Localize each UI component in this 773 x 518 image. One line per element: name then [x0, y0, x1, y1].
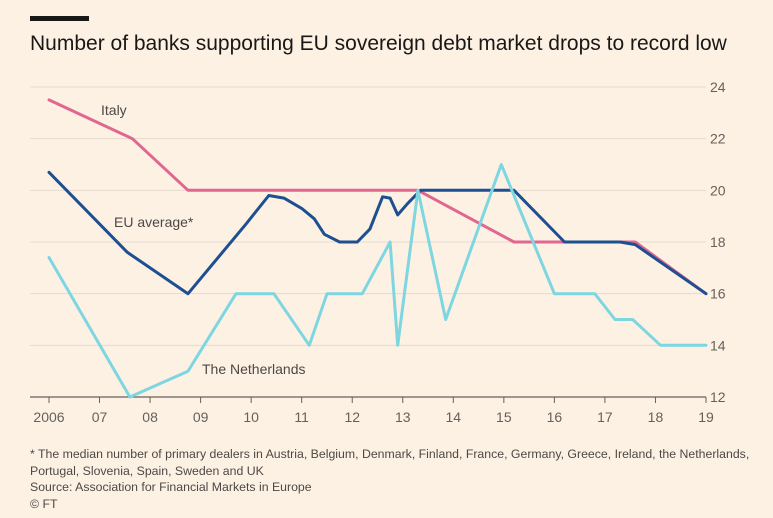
x-tick-label: 10 — [243, 409, 259, 425]
brand-bar — [30, 16, 89, 21]
y-tick-label: 18 — [710, 234, 726, 250]
x-tick-label: 2006 — [33, 409, 64, 425]
footnote-line-1: * The median number of primary dealers i… — [30, 447, 750, 461]
x-tick-label: 08 — [142, 409, 158, 425]
footer: * The median number of primary dealers i… — [30, 446, 760, 512]
x-tick-label: 17 — [597, 409, 613, 425]
series-label-eu-average: EU average* — [114, 214, 194, 230]
x-tick-label: 09 — [193, 409, 209, 425]
gridlines — [30, 86, 706, 398]
chart-title: Number of banks supporting EU sovereign … — [30, 32, 727, 55]
y-tick-label: 22 — [710, 131, 726, 147]
x-axis: 2006 07 08 09 10 11 12 13 14 15 16 17 18 19 — [33, 397, 714, 425]
x-tick-label: 11 — [294, 409, 309, 425]
series-label-italy: Italy — [101, 102, 127, 118]
x-tick-label: 18 — [648, 409, 664, 425]
ft-credit: © FT — [30, 496, 58, 511]
series-line-the-netherlands — [47, 163, 708, 399]
x-tick-label: 07 — [92, 409, 108, 425]
y-tick-label: 20 — [710, 182, 726, 198]
line-chart: 2006 07 08 09 10 11 12 13 14 15 16 17 18 19 121416182… — [30, 79, 726, 425]
x-tick-label: 13 — [395, 409, 411, 425]
y-tick-label: 14 — [710, 337, 726, 353]
x-tick-label: 12 — [344, 409, 360, 425]
series-lines — [47, 98, 708, 399]
x-tick-label: 19 — [698, 409, 714, 425]
source-note: Source: Association for Financial Market… — [30, 480, 312, 494]
footnote-line-2: Portugal, Slovenia, Spain, Sweden and UK — [30, 463, 264, 478]
y-tick-label: 12 — [710, 389, 726, 405]
y-axis: 12 14 16 18 20 22 24 — [710, 79, 726, 405]
x-tick-label: 15 — [496, 409, 512, 425]
series-label-netherlands: The Netherlands — [202, 361, 306, 377]
y-tick-label: 24 — [710, 79, 726, 95]
x-tick-label: 14 — [446, 409, 462, 425]
series-line-eu-average — [47, 170, 708, 296]
y-tick-label: 16 — [710, 286, 726, 302]
x-tick-label: 16 — [547, 409, 563, 425]
